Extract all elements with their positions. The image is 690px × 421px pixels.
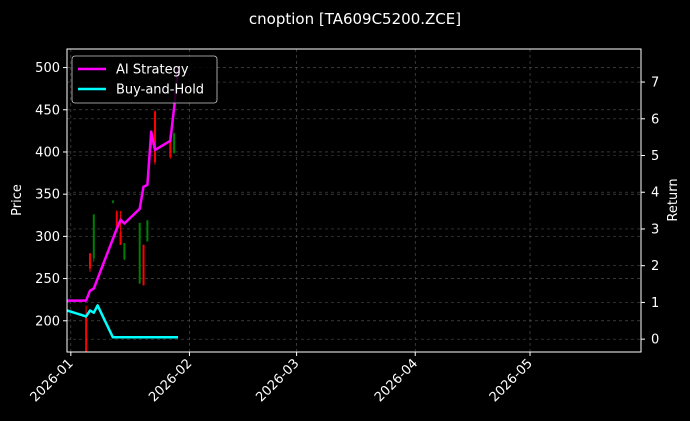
y2-tick-label: 7 [651,76,659,91]
candle-body [146,220,149,242]
legend-label: AI Strategy [116,63,189,78]
y2-tick-label: 0 [651,333,659,348]
y-tick-label: 500 [35,61,60,76]
series-lines [67,67,180,339]
plot-frame [66,48,642,353]
y-tick-label: 250 [35,272,60,287]
y2-tick-label: 3 [651,222,659,237]
candles [85,110,176,352]
y-tick-label: 350 [35,188,60,203]
y-tick-label: 400 [35,145,60,160]
y2-tick-label: 1 [651,296,659,311]
y2-tick-label: 2 [651,259,659,274]
candle-body [88,253,91,269]
y2-tick-label: 6 [651,112,659,127]
legend-box [71,55,218,104]
y-tick-label: 200 [35,314,60,329]
candle-body [138,222,141,284]
series-line [67,304,178,339]
chart-title: cnoption [TA609C5200.ZCE] [249,10,461,28]
candle-body [169,135,172,158]
y-axis-label: Price [10,184,25,216]
y2-tick-label: 5 [651,149,659,164]
series-line [67,67,180,302]
y2-axis-label: Return [666,178,681,221]
legend-label: Buy-and-Hold [116,83,204,98]
candle-body [154,111,157,163]
y-axis-left: 200 250 300 350 400 450 500 [35,61,67,329]
legend: AI Strategy Buy-and-Hold [71,55,218,104]
candle-body [173,133,176,153]
candle-body [111,200,114,203]
candle-body [115,211,118,227]
y-tick-label: 300 [35,230,60,245]
candle-body [92,214,95,259]
y-axis-right: 0 1 2 3 4 5 6 7 [641,76,659,348]
candle-body [85,315,88,352]
candle-body [119,232,122,245]
candle-body [142,244,145,286]
candle-body [123,243,126,260]
y2-tick-label: 4 [651,186,659,201]
y-tick-label: 450 [35,103,60,118]
